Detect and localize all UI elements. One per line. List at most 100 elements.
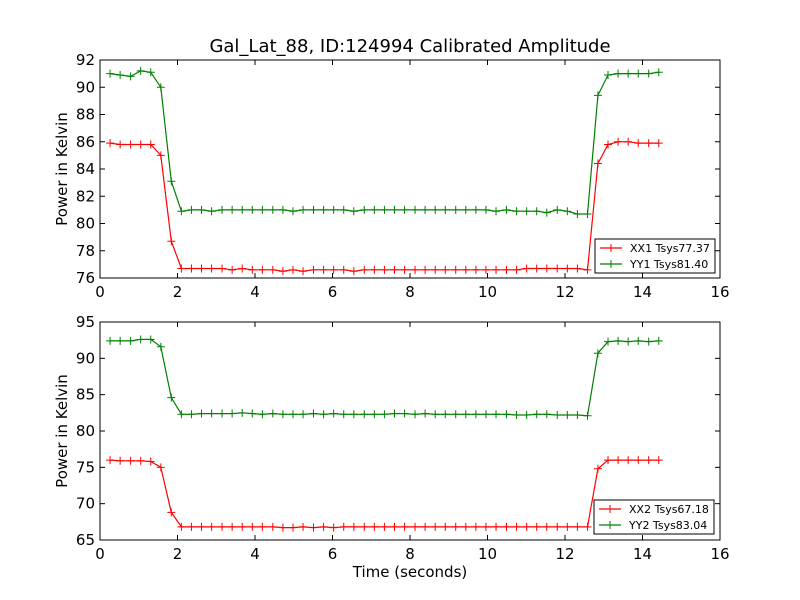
data-point <box>502 205 511 214</box>
y-tick-label: 95 <box>76 313 95 331</box>
y-tick-label: 80 <box>76 215 95 233</box>
data-point <box>258 410 267 419</box>
data-point <box>187 205 196 214</box>
y-tick-label: 76 <box>76 269 95 287</box>
legend-marker <box>606 521 614 529</box>
data-point <box>583 265 592 274</box>
data-point <box>532 207 541 216</box>
y-tick-label: 84 <box>76 160 95 178</box>
y-tick-label: 78 <box>76 242 95 260</box>
y-tick-label: 65 <box>76 531 95 549</box>
data-point <box>319 205 328 214</box>
data-point <box>116 140 125 149</box>
data-point <box>177 410 186 419</box>
data-point <box>106 69 115 78</box>
data-point <box>248 409 257 418</box>
data-point <box>268 205 277 214</box>
data-point <box>228 265 237 274</box>
x-tick-label: 12 <box>555 545 574 563</box>
data-point <box>512 411 521 420</box>
data-point <box>339 265 348 274</box>
data-point <box>624 137 633 146</box>
data-point <box>146 140 155 149</box>
data-point <box>197 205 206 214</box>
data-point <box>197 522 206 531</box>
data-point <box>380 410 389 419</box>
legend-label: YY1 Tsys81.40 <box>629 258 708 271</box>
data-point <box>542 410 551 419</box>
data-point <box>380 265 389 274</box>
x-tick-label: 6 <box>328 545 338 563</box>
data-point <box>299 410 308 419</box>
data-point <box>390 409 399 418</box>
data-point <box>573 522 582 531</box>
data-point <box>116 336 125 345</box>
data-point <box>207 522 216 531</box>
data-point <box>167 508 176 517</box>
data-point <box>614 336 623 345</box>
data-point <box>593 349 602 358</box>
data-point <box>492 207 501 216</box>
data-point <box>542 264 551 273</box>
data-point <box>512 207 521 216</box>
data-point <box>238 522 247 531</box>
data-point <box>481 265 490 274</box>
data-point <box>106 336 115 345</box>
data-point <box>593 464 602 473</box>
data-point <box>573 209 582 218</box>
x-tick-label: 10 <box>478 283 497 301</box>
y-tick-label: 86 <box>76 133 95 151</box>
chart-2: 0 2 4 6 8 10 12 14 16 65 70 75 80 85 90 95 Power in Kelv… <box>53 313 730 581</box>
data-point <box>400 205 409 214</box>
data-point <box>360 265 369 274</box>
data-point <box>471 205 480 214</box>
legend-marker <box>607 244 615 252</box>
data-point <box>451 265 460 274</box>
data-point <box>583 209 592 218</box>
data-point <box>329 265 338 274</box>
data-point <box>278 523 287 532</box>
data-point <box>492 410 501 419</box>
data-point <box>339 205 348 214</box>
data-point <box>278 267 287 276</box>
data-point <box>339 522 348 531</box>
data-point <box>309 265 318 274</box>
data-point <box>288 523 297 532</box>
y-tick-label: 75 <box>76 458 95 476</box>
legend-box <box>594 238 716 274</box>
data-point <box>218 264 227 273</box>
data-point <box>492 265 501 274</box>
series-1 <box>106 137 663 276</box>
data-point <box>258 522 267 531</box>
x-tick-label: 2 <box>173 283 183 301</box>
data-point <box>644 337 653 346</box>
data-point <box>421 522 430 531</box>
data-point <box>187 264 196 273</box>
data-point <box>542 208 551 217</box>
data-point <box>268 265 277 274</box>
y-axis-label: Power in Kelvin <box>53 374 71 488</box>
data-point <box>522 264 531 273</box>
legend: XX2 Tsys67.18 YY2 Tsys83.04 <box>593 499 715 535</box>
data-point <box>156 151 165 160</box>
data-point <box>431 205 440 214</box>
data-point <box>329 409 338 418</box>
data-point <box>634 336 643 345</box>
data-point <box>400 265 409 274</box>
data-point <box>319 410 328 419</box>
data-point <box>604 140 613 149</box>
data-point <box>238 205 247 214</box>
data-point <box>553 411 562 420</box>
data-point <box>614 69 623 78</box>
data-point <box>644 69 653 78</box>
data-point <box>167 177 176 186</box>
data-point <box>349 522 358 531</box>
data-point <box>177 264 186 273</box>
data-point <box>563 264 572 273</box>
data-point <box>624 337 633 346</box>
data-point <box>604 456 613 465</box>
data-point <box>532 264 541 273</box>
y-tick-label: 70 <box>76 495 95 513</box>
data-point <box>360 410 369 419</box>
data-point <box>512 265 521 274</box>
